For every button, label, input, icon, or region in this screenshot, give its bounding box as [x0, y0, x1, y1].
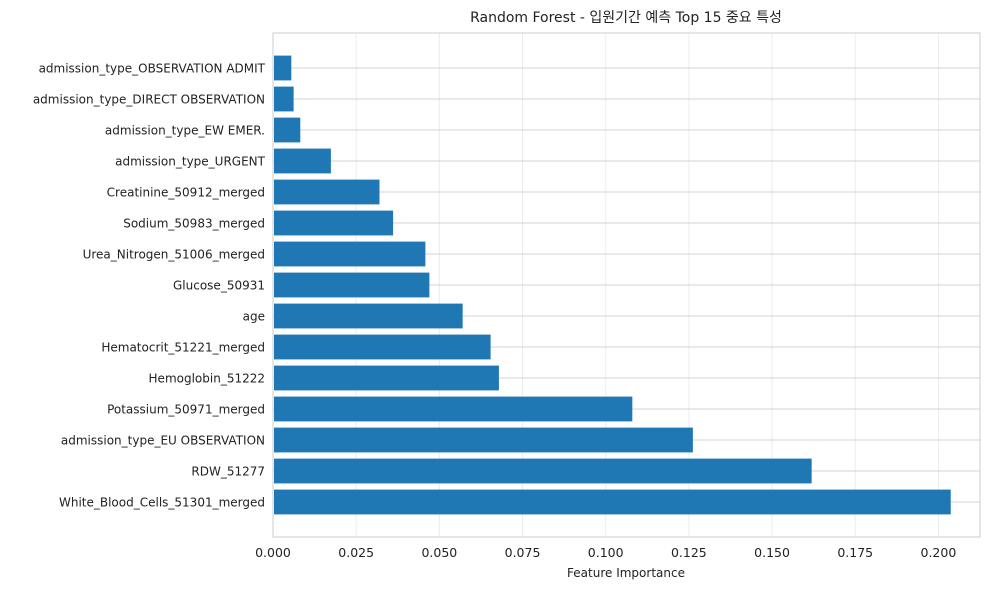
y-tick-label: age	[243, 310, 265, 324]
y-tick-label: Hematocrit_51221_merged	[101, 341, 265, 355]
bar	[274, 210, 394, 236]
y-tick-label: RDW_51277	[191, 465, 265, 479]
x-tick-label: 0.200	[921, 545, 957, 560]
bar	[274, 117, 301, 143]
x-tick-label: 0.000	[255, 545, 291, 560]
grid-layer	[272, 33, 980, 537]
x-tick-labels: 0.000 0.025 0.050 0.075 0.100 0.125 0.150 0.175…	[255, 545, 956, 560]
bar	[274, 489, 951, 515]
y-tick-labels: admission_type_OBSERVATION ADMIT admissio…	[33, 62, 266, 510]
bar	[274, 55, 292, 81]
x-tick-label: 0.025	[338, 545, 374, 560]
bar	[274, 458, 812, 484]
y-tick-label: Sodium_50983_merged	[123, 217, 265, 231]
y-tick-label: admission_type_OBSERVATION ADMIT	[39, 62, 266, 76]
chart-title: Random Forest - 입원기간 예측 Top 15 중요 특성	[470, 10, 782, 26]
x-tick-label: 0.075	[505, 545, 541, 560]
bar	[274, 365, 499, 391]
x-tick-label: 0.150	[754, 545, 790, 560]
y-tick-label: White_Blood_Cells_51301_merged	[59, 496, 265, 510]
bar	[274, 241, 426, 267]
y-tick-label: Creatinine_50912_merged	[107, 186, 265, 200]
bar	[274, 303, 463, 329]
y-tick-label: admission_type_EU OBSERVATION	[61, 434, 265, 448]
y-tick-label: admission_type_DIRECT OBSERVATION	[33, 93, 265, 107]
y-tick-label: Glucose_50931	[173, 279, 265, 293]
bar	[274, 334, 491, 360]
x-tick-label: 0.125	[671, 545, 707, 560]
y-tick-label: admission_type_EW EMER.	[105, 124, 265, 138]
bar	[274, 86, 294, 112]
y-tick-label: Urea_Nitrogen_51006_merged	[83, 248, 265, 262]
x-axis-label: Feature Importance	[567, 566, 685, 580]
x-tick-label: 0.050	[421, 545, 457, 560]
x-tick-label: 0.175	[837, 545, 873, 560]
bar	[274, 272, 430, 298]
y-tick-label: Potassium_50971_merged	[107, 403, 265, 417]
y-tick-label: admission_type_URGENT	[115, 155, 266, 169]
y-tick-label: Hemoglobin_51222	[149, 372, 265, 386]
bars-layer	[274, 55, 951, 515]
x-tick-label: 0.100	[588, 545, 624, 560]
bar	[274, 396, 633, 422]
bar	[274, 179, 380, 205]
bar	[274, 148, 331, 174]
bar	[274, 427, 693, 453]
plot-area-frame	[272, 32, 981, 538]
